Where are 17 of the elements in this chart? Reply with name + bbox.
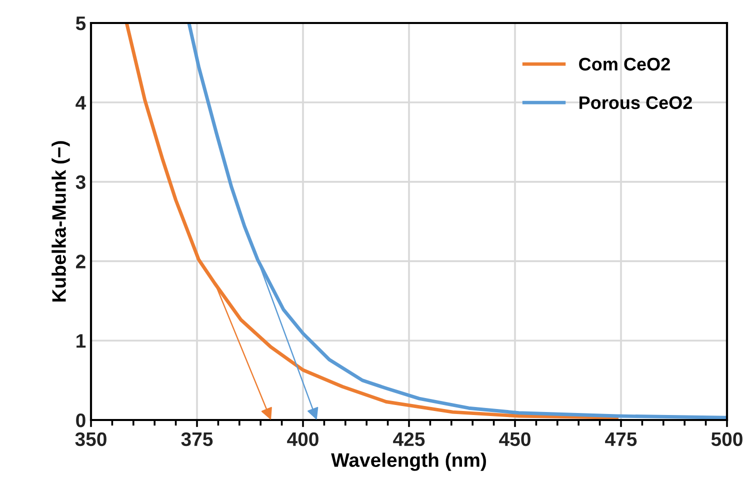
y-axis-title: Kubelka-Munk (−): [52, 141, 70, 302]
x-tick-label: 350: [75, 432, 106, 446]
y-tick-label: 1: [76, 334, 86, 348]
x-tick-label: 450: [499, 432, 530, 446]
x-tick-label: 400: [287, 432, 318, 446]
y-tick-label: 3: [76, 175, 86, 190]
x-axis-title: Wavelength (nm): [331, 452, 486, 471]
y-tick-label: 5: [76, 16, 86, 30]
y-tick-label: 2: [76, 254, 86, 268]
legend-label: Com CeO2: [579, 58, 670, 71]
legend-label: Porous CeO2: [580, 96, 692, 110]
y-tick-label: 0: [76, 413, 86, 428]
x-tick-label: 475: [605, 432, 637, 446]
x-tick-label: 375: [181, 432, 213, 446]
y-tick-label: 4: [76, 96, 86, 110]
x-tick-label: 425: [393, 432, 425, 446]
x-tick-label: 500: [711, 432, 742, 446]
